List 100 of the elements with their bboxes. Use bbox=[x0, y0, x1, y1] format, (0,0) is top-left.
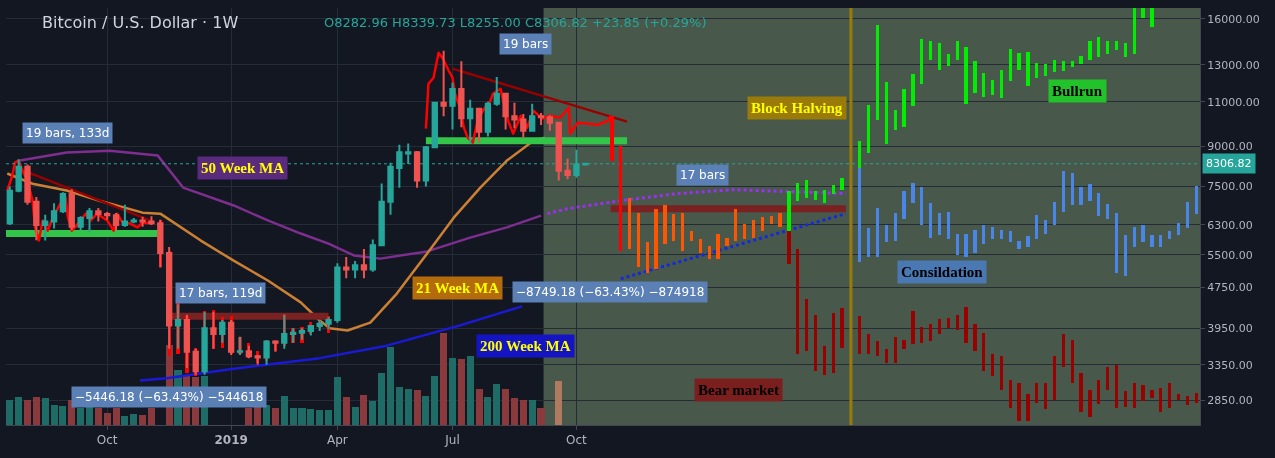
bar bbox=[1035, 63, 1038, 78]
bar bbox=[637, 213, 640, 267]
bar bbox=[770, 216, 773, 224]
bar bbox=[1062, 334, 1065, 367]
bar bbox=[511, 398, 518, 425]
candlestick bbox=[6, 185, 13, 226]
candlestick bbox=[86, 207, 93, 234]
annotation: 21 Week MA bbox=[416, 280, 500, 296]
y-tick-label: 4750.00 bbox=[1207, 281, 1253, 295]
bar bbox=[529, 400, 536, 425]
bar bbox=[814, 315, 817, 371]
bar bbox=[920, 39, 923, 84]
bar bbox=[1026, 394, 1030, 421]
bar bbox=[858, 141, 861, 168]
annotation: 50 Week MA bbox=[201, 160, 285, 176]
bar bbox=[1009, 49, 1012, 81]
candlestick bbox=[112, 211, 120, 232]
bar bbox=[823, 190, 826, 203]
x-tick-label: Oct bbox=[566, 433, 588, 448]
bar bbox=[672, 214, 675, 241]
candlestick bbox=[130, 217, 137, 225]
bar bbox=[761, 217, 764, 231]
annotation: 19 bars, 133d bbox=[26, 126, 110, 140]
bar bbox=[1177, 394, 1180, 400]
bar bbox=[1115, 41, 1118, 50]
bar bbox=[885, 82, 888, 144]
bar bbox=[628, 198, 631, 249]
candlestick bbox=[50, 202, 58, 230]
candlestick bbox=[139, 215, 146, 228]
annotation: −5446.18 (−63.43%) −544618 bbox=[75, 390, 264, 404]
candlestick bbox=[440, 49, 447, 118]
bar bbox=[1053, 202, 1056, 225]
bar bbox=[902, 191, 906, 219]
bar bbox=[885, 225, 888, 242]
bar bbox=[867, 105, 870, 153]
candlestick bbox=[334, 262, 341, 324]
bar bbox=[1133, 227, 1136, 247]
bar bbox=[894, 337, 897, 363]
bar bbox=[1133, 383, 1136, 408]
bar bbox=[1168, 383, 1171, 408]
candlestick bbox=[449, 81, 456, 131]
bar bbox=[699, 239, 702, 253]
bar bbox=[973, 230, 977, 253]
bar bbox=[1106, 41, 1109, 54]
y-tick-label: 3350.00 bbox=[1207, 358, 1253, 372]
bar bbox=[1097, 37, 1100, 57]
bar bbox=[681, 213, 684, 251]
bar bbox=[991, 80, 994, 95]
annotation: Bear market bbox=[698, 382, 779, 398]
bar bbox=[42, 398, 49, 425]
bar bbox=[867, 228, 870, 257]
bar bbox=[139, 415, 146, 425]
annotation: 19 bars bbox=[503, 37, 549, 51]
candlestick bbox=[95, 207, 102, 223]
bar bbox=[911, 74, 915, 106]
chart-title: Bitcoin / U.S. Dollar · 1W bbox=[42, 12, 239, 32]
bar bbox=[6, 400, 13, 425]
bar bbox=[708, 246, 711, 259]
bar bbox=[1168, 231, 1171, 239]
bar bbox=[920, 187, 923, 225]
bar bbox=[1026, 52, 1030, 86]
bar bbox=[947, 54, 950, 66]
bar bbox=[1079, 56, 1083, 64]
bar bbox=[894, 213, 897, 241]
candlestick bbox=[502, 91, 509, 131]
bar bbox=[1124, 43, 1127, 57]
ref-line-label: 8306.82 bbox=[1206, 157, 1252, 170]
bar bbox=[814, 191, 817, 200]
bar bbox=[449, 358, 456, 425]
bar bbox=[956, 315, 959, 330]
bar bbox=[555, 381, 562, 425]
bar bbox=[520, 400, 527, 425]
candlestick bbox=[493, 75, 500, 107]
y-tick-label: 7500.00 bbox=[1207, 180, 1253, 194]
bar bbox=[352, 407, 359, 425]
bar bbox=[938, 213, 941, 235]
bar bbox=[360, 395, 367, 425]
bar bbox=[911, 183, 915, 203]
bar bbox=[1141, 225, 1145, 242]
bar bbox=[281, 396, 288, 425]
annotation: 200 Week MA bbox=[480, 338, 571, 354]
bar bbox=[1097, 380, 1100, 404]
bar bbox=[982, 333, 985, 371]
candlestick bbox=[467, 98, 474, 145]
bar bbox=[33, 397, 40, 425]
bar bbox=[148, 408, 155, 425]
bar bbox=[1017, 383, 1021, 421]
bar bbox=[1088, 184, 1092, 201]
bar bbox=[414, 390, 421, 425]
candlestick bbox=[42, 213, 49, 242]
bar bbox=[1186, 202, 1189, 228]
bar bbox=[778, 213, 782, 227]
bar bbox=[805, 180, 808, 198]
bar bbox=[929, 324, 932, 341]
bar bbox=[1195, 186, 1198, 214]
bar bbox=[1017, 53, 1021, 70]
line-series bbox=[18, 149, 543, 260]
bar bbox=[867, 334, 870, 354]
x-tick-label: Apr bbox=[327, 433, 348, 448]
x-tick-label: Jul bbox=[444, 433, 460, 448]
